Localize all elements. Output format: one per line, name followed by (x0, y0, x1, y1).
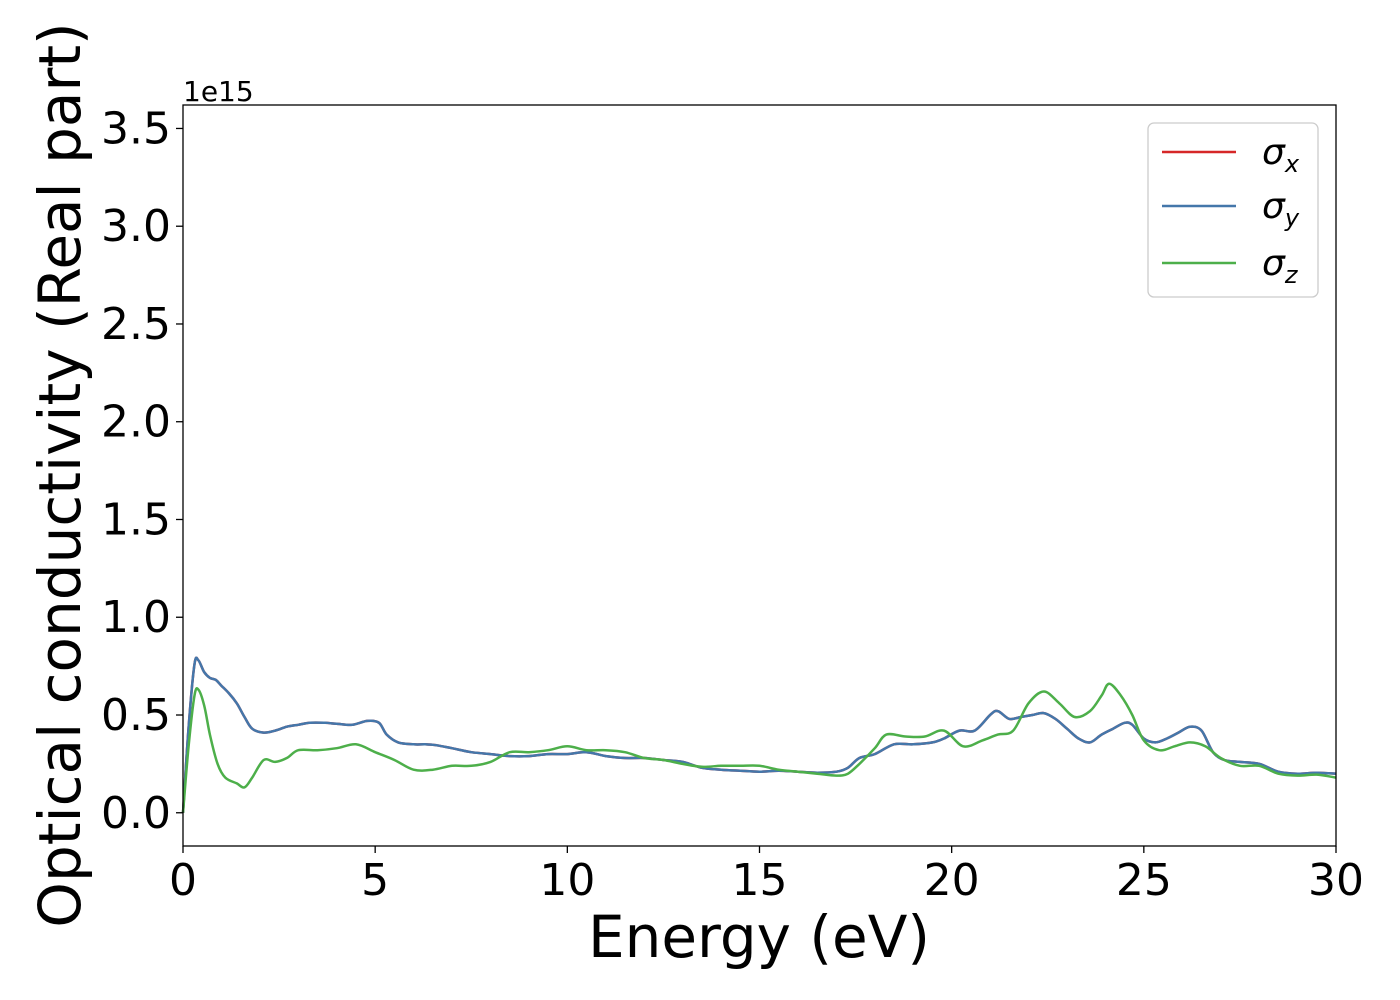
x-tick-label: 30 (1308, 855, 1364, 906)
y-tick-label: 3.5 (101, 103, 171, 154)
y-offset-label: 1e15 (183, 75, 254, 108)
y-axis: 0.0 0.5 1.0 1.5 2.0 2.5 3.0 3.5 (101, 103, 183, 839)
y-axis-title: Optical conductivity (Real part) (26, 22, 94, 927)
series-line-sigma-z (181, 682, 1337, 813)
y-tick-label: 0.5 (101, 690, 171, 741)
legend-label-sigma-z: σz (1262, 243, 1299, 289)
series-line-sigma-y (181, 656, 1337, 813)
y-tick-label: 3.0 (101, 201, 171, 252)
y-tick-label: 0.0 (101, 788, 171, 839)
series-layer (181, 656, 1337, 813)
x-tick-label: 20 (924, 855, 980, 906)
y-tick-label: 1.5 (101, 494, 171, 545)
x-tick-label: 10 (539, 855, 595, 906)
x-axis-title: Energy (eV) (588, 903, 930, 971)
y-tick-label: 1.0 (101, 592, 171, 643)
x-tick-label: 5 (361, 855, 389, 906)
legend-label-sigma-x: σx (1262, 132, 1300, 178)
x-axis: 0 5 10 15 20 25 30 (169, 846, 1364, 906)
x-tick-label: 15 (732, 855, 788, 906)
x-tick-label: 0 (169, 855, 197, 906)
legend-label-sigma-y: σy (1262, 186, 1300, 232)
y-tick-label: 2.0 (101, 397, 171, 448)
x-tick-label: 25 (1116, 855, 1172, 906)
legend-box (1147, 122, 1319, 298)
legend: σx σy σz (1147, 122, 1319, 298)
y-tick-label: 2.5 (101, 299, 171, 350)
